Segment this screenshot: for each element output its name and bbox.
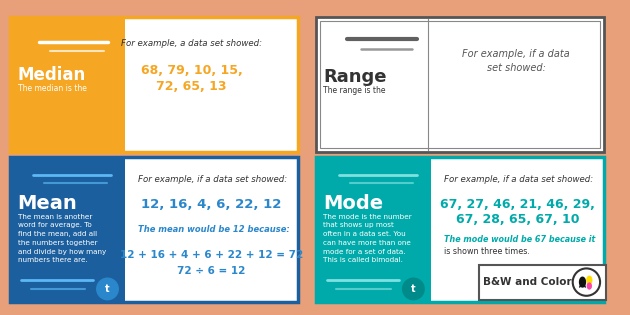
Text: B&W and Color: B&W and Color bbox=[483, 277, 572, 287]
Text: 72, 65, 13: 72, 65, 13 bbox=[156, 80, 227, 93]
Text: t: t bbox=[105, 284, 110, 294]
Text: 72 ÷ 6 = 12: 72 ÷ 6 = 12 bbox=[178, 266, 246, 277]
Text: The mode would be 67 because it: The mode would be 67 because it bbox=[444, 235, 595, 244]
Text: The mean would be 12 because:: The mean would be 12 because: bbox=[138, 226, 290, 234]
Ellipse shape bbox=[580, 277, 585, 287]
Bar bbox=[319, 21, 600, 148]
Bar bbox=[316, 157, 604, 302]
Text: Mean: Mean bbox=[18, 194, 77, 213]
Bar bbox=[10, 17, 125, 152]
Text: For example, if a data
set showed:: For example, if a data set showed: bbox=[462, 49, 570, 73]
Text: The range is the: The range is the bbox=[323, 86, 386, 95]
Text: Median: Median bbox=[18, 66, 86, 84]
Text: The median is the: The median is the bbox=[18, 84, 86, 93]
Text: 12, 16, 4, 6, 22, 12: 12, 16, 4, 6, 22, 12 bbox=[141, 198, 282, 211]
Bar bbox=[10, 157, 125, 302]
Ellipse shape bbox=[587, 283, 592, 289]
Bar bbox=[10, 17, 298, 152]
Text: 12 + 16 + 4 + 6 + 22 + 12 = 72: 12 + 16 + 4 + 6 + 22 + 12 = 72 bbox=[120, 250, 303, 260]
Text: Mode: Mode bbox=[323, 194, 384, 213]
Text: 67, 28, 65, 67, 10: 67, 28, 65, 67, 10 bbox=[455, 213, 579, 226]
Circle shape bbox=[573, 268, 600, 296]
Bar bbox=[316, 157, 431, 302]
Circle shape bbox=[403, 278, 424, 300]
Text: The mean is another
word for average. To
find the mean, add all
the numbers toge: The mean is another word for average. To… bbox=[18, 214, 106, 263]
Text: Range: Range bbox=[323, 68, 387, 86]
Bar bbox=[10, 157, 298, 302]
Ellipse shape bbox=[587, 276, 592, 284]
Text: For example, a data set showed:: For example, a data set showed: bbox=[121, 39, 262, 48]
Text: 67, 27, 46, 21, 46, 29,: 67, 27, 46, 21, 46, 29, bbox=[440, 198, 595, 211]
Bar bbox=[316, 17, 604, 152]
Text: For example, if a data set showed:: For example, if a data set showed: bbox=[444, 175, 593, 184]
Bar bbox=[479, 265, 606, 300]
Circle shape bbox=[97, 278, 118, 300]
Text: t: t bbox=[411, 284, 416, 294]
Text: 68, 79, 10, 15,: 68, 79, 10, 15, bbox=[140, 64, 243, 77]
Text: For example, if a data set showed:: For example, if a data set showed: bbox=[138, 175, 287, 184]
Text: The mode is the number
that shows up most
often in a data set. You
can have more: The mode is the number that shows up mos… bbox=[323, 214, 412, 263]
Text: is shown three times.: is shown three times. bbox=[444, 247, 530, 256]
